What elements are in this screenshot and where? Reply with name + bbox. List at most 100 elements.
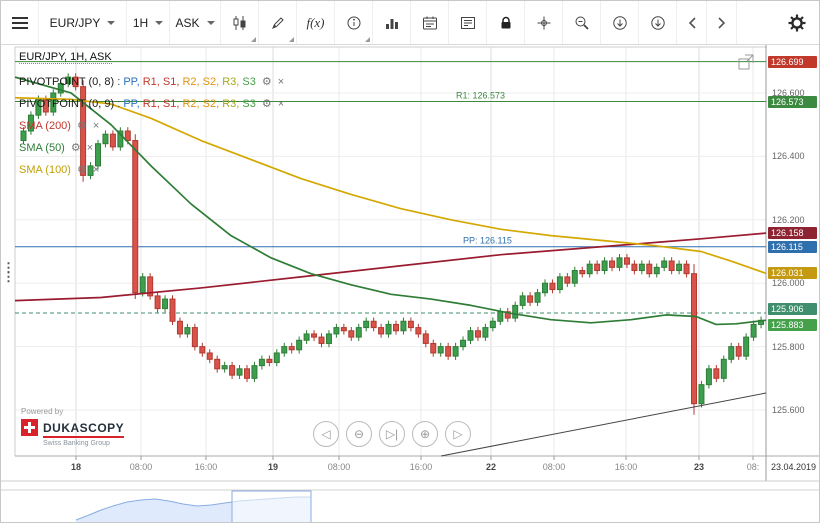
candle bbox=[646, 263, 653, 275]
indicator-name: SMA (100) bbox=[19, 164, 71, 176]
indicator-settings-icon[interactable]: ⚙ bbox=[261, 76, 272, 88]
period-selector[interactable]: 1H bbox=[127, 1, 170, 44]
candle bbox=[139, 276, 146, 294]
time-label: 18 bbox=[70, 462, 82, 472]
candle bbox=[691, 273, 697, 405]
instrument-selector[interactable]: EUR/JPY bbox=[39, 1, 127, 44]
corner-caret-icon bbox=[365, 37, 370, 42]
candle bbox=[80, 86, 87, 176]
legend-item: SMA (100) ⚙ × bbox=[19, 163, 284, 178]
lock-button[interactable] bbox=[487, 1, 525, 44]
indicator-settings-icon[interactable]: ⚙ bbox=[76, 120, 87, 132]
brand-subtitle: Swiss Banking Group bbox=[43, 440, 110, 447]
save-image-button[interactable] bbox=[601, 1, 639, 44]
candle bbox=[169, 298, 176, 322]
navigator-selection[interactable] bbox=[231, 490, 312, 523]
time-label: 08: bbox=[746, 462, 760, 472]
draw-tool-button[interactable] bbox=[259, 1, 297, 44]
indicator-name: SMA (200) bbox=[19, 120, 71, 132]
time-label: 08:00 bbox=[542, 462, 566, 472]
volume-button[interactable] bbox=[373, 1, 411, 44]
candle bbox=[393, 323, 399, 332]
trendline[interactable] bbox=[440, 392, 767, 457]
candle bbox=[705, 368, 712, 386]
side-selector[interactable]: ASK bbox=[170, 1, 221, 44]
indicator-settings-icon[interactable]: ⚙ bbox=[76, 164, 87, 176]
period-label: 1H bbox=[132, 15, 149, 30]
pivot-series-label: R3, bbox=[222, 76, 243, 88]
open-in-window-icon[interactable] bbox=[737, 53, 755, 71]
scroll-left-button[interactable] bbox=[677, 1, 707, 44]
nav-zoom-in-button[interactable]: ⊕ bbox=[412, 421, 438, 447]
axis-date-label: 23.04.2019 bbox=[770, 462, 816, 472]
nav-jump-to-end-button[interactable]: ▷| bbox=[379, 421, 405, 447]
settings-button[interactable] bbox=[775, 1, 819, 44]
nav-zoom-out-button[interactable]: ⊖ bbox=[346, 421, 372, 447]
download-circle-icon bbox=[612, 15, 628, 31]
functions-button[interactable]: f(x) bbox=[297, 1, 335, 44]
candle bbox=[549, 282, 556, 291]
crosshair-button[interactable] bbox=[525, 1, 563, 44]
info-icon bbox=[346, 15, 362, 31]
candle bbox=[117, 130, 124, 148]
candle bbox=[109, 133, 116, 148]
indicator-settings-icon[interactable]: ⚙ bbox=[261, 98, 272, 110]
side-label: ASK bbox=[175, 15, 200, 30]
indicator-remove-icon[interactable]: × bbox=[277, 98, 285, 110]
candle bbox=[609, 260, 616, 268]
candle bbox=[482, 327, 489, 338]
candle bbox=[474, 330, 481, 338]
chevron-down-icon bbox=[155, 20, 164, 25]
scroll-right-button[interactable] bbox=[707, 1, 737, 44]
splitter-handle[interactable]: ⋮ ⋮ bbox=[2, 260, 15, 284]
candle bbox=[95, 143, 101, 167]
candle bbox=[661, 260, 668, 268]
level-label: PP: 126.115 bbox=[463, 236, 512, 246]
candle bbox=[340, 327, 347, 332]
chart-type-button[interactable] bbox=[221, 1, 259, 44]
candle bbox=[556, 276, 563, 291]
indicator-remove-icon[interactable]: × bbox=[92, 164, 100, 176]
toolbar: EUR/JPY 1H ASK bbox=[1, 1, 819, 45]
candle bbox=[534, 292, 541, 303]
candle bbox=[318, 336, 325, 344]
candle bbox=[437, 346, 444, 354]
candle bbox=[400, 320, 407, 332]
menu-button[interactable] bbox=[1, 1, 39, 44]
candle bbox=[676, 263, 683, 272]
candle bbox=[728, 346, 735, 360]
info-button[interactable] bbox=[335, 1, 373, 44]
sma-line bbox=[14, 232, 767, 302]
lock-icon bbox=[498, 15, 514, 31]
indicator-remove-icon[interactable]: × bbox=[92, 120, 100, 132]
indicator-settings-icon[interactable]: ⚙ bbox=[70, 142, 81, 154]
candle bbox=[244, 368, 250, 379]
download-data-button[interactable] bbox=[639, 1, 677, 44]
candle bbox=[378, 327, 385, 335]
corner-caret-icon bbox=[289, 37, 294, 42]
brand-name: DUKASCOPY bbox=[43, 422, 125, 438]
nav-play-button[interactable]: ▷ bbox=[445, 421, 471, 447]
legend: PIVOTPOINT (0, 8) : PP, R1, S1, R2, S2, … bbox=[19, 75, 284, 185]
candle bbox=[497, 311, 504, 322]
candle bbox=[35, 98, 42, 116]
powered-by-label: Powered by bbox=[21, 407, 64, 416]
pivot-series-label: S1, bbox=[162, 76, 183, 88]
zoom-out-button[interactable] bbox=[563, 1, 601, 44]
indicator-name: PIVOTPOINT (0, 8) bbox=[19, 76, 115, 88]
legend-item: SMA (200) ⚙ × bbox=[19, 119, 284, 134]
candle bbox=[601, 260, 608, 272]
indicator-remove-icon[interactable]: × bbox=[277, 76, 285, 88]
indicator-remove-icon[interactable]: × bbox=[86, 142, 94, 154]
candle bbox=[102, 133, 109, 145]
candle bbox=[527, 295, 534, 303]
level-label: R1: 126.573 bbox=[456, 91, 505, 101]
time-label: 08:00 bbox=[129, 462, 153, 472]
candle bbox=[311, 333, 318, 338]
candle bbox=[504, 311, 511, 319]
candle bbox=[616, 257, 623, 268]
nav-step-back-button[interactable]: ◁ bbox=[313, 421, 339, 447]
news-panel-button[interactable] bbox=[449, 1, 487, 44]
calendar-button[interactable] bbox=[411, 1, 449, 44]
